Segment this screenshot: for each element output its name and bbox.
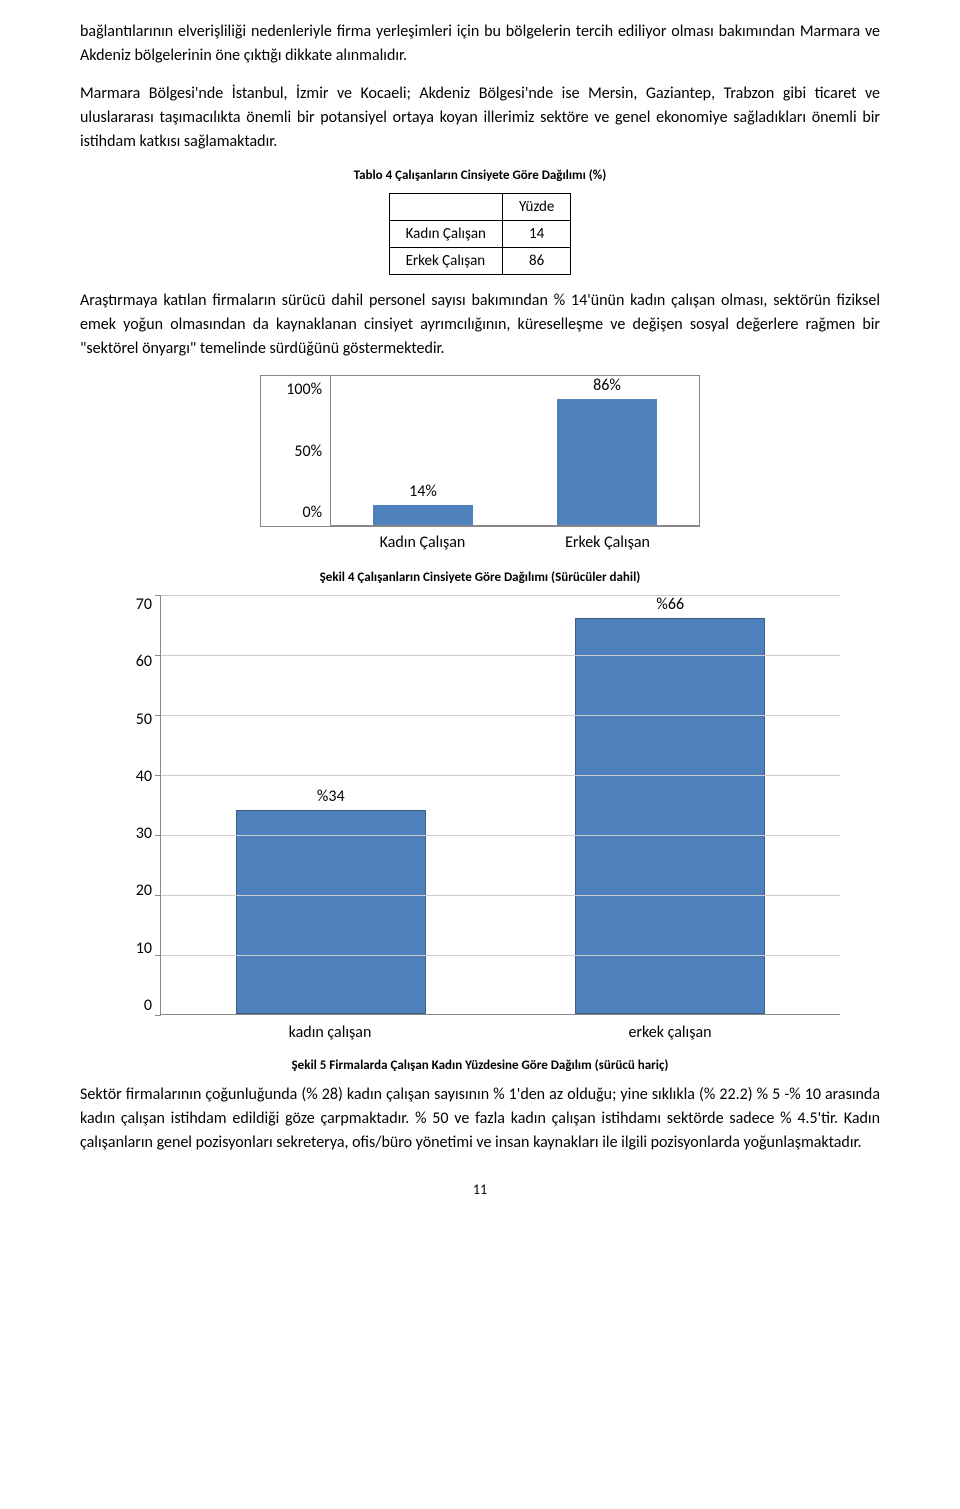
- chart2-col-0: %34: [161, 595, 501, 1014]
- chart1-xaxis: Kadın ÇalışanErkek Çalışan: [260, 527, 700, 552]
- chart2-ytick-4: 30: [136, 824, 152, 843]
- table4-empty-header: [389, 194, 502, 221]
- chart1-ytick-2: 0%: [302, 503, 322, 522]
- chart2: 70 60 50 40 30 20 10 0 %34 %66 kadın çalışanerke…: [120, 595, 840, 1042]
- chart2-ytick-7: 0: [144, 996, 152, 1015]
- paragraph-4: Sektör firmalarının çoğunluğunda (% 28) …: [80, 1083, 880, 1155]
- chart1-xlabel-0: Kadın Çalışan: [330, 527, 515, 552]
- table4-row0-label: Kadın Çalışan: [389, 221, 502, 248]
- chart2-xlabel-1: erkek çalışan: [500, 1015, 840, 1042]
- chart1-ytick-1: 50%: [294, 442, 322, 461]
- chart2-xaxis: kadın çalışanerkek çalışan: [120, 1015, 840, 1042]
- chart2-tick: [155, 775, 161, 776]
- page-number: 11: [80, 1181, 880, 1198]
- table4-header-yuzde: Yüzde: [502, 194, 570, 221]
- table4: Yüzde Kadın Çalışan 14 Erkek Çalışan 86: [389, 193, 572, 275]
- chart2-gridline: [161, 835, 840, 836]
- paragraph-2: Marmara Bölgesi'nde İstanbul, İzmir ve K…: [80, 82, 880, 154]
- chart2-bar-0: [236, 810, 426, 1014]
- table4-caption: Tablo 4 Çalışanların Cinsiyete Göre Dağı…: [80, 168, 880, 183]
- chart2-tick: [155, 895, 161, 896]
- chart2-tick: [155, 955, 161, 956]
- paragraph-3: Araştırmaya katılan firmaların sürücü da…: [80, 289, 880, 361]
- chart1-xlabel-1: Erkek Çalışan: [515, 527, 700, 552]
- chart2-ytick-1: 60: [136, 652, 152, 671]
- chart1-bar-value-0: 14%: [409, 482, 437, 501]
- paragraph-1: bağlantılarının elverişliliği nedenleriy…: [80, 20, 880, 68]
- chart2-ytick-0: 70: [136, 595, 152, 614]
- chart2-caption: Şekil 5 Firmalarda Çalışan Kadın Yüzdesi…: [80, 1058, 880, 1073]
- chart2-gridline: [161, 775, 840, 776]
- chart2-ytick-6: 10: [136, 939, 152, 958]
- table4-row0-value: 14: [502, 221, 570, 248]
- chart2-plot: %34 %66: [160, 595, 840, 1015]
- chart2-bar-value-0: %34: [317, 787, 345, 806]
- chart1-yaxis: 100% 50% 0%: [261, 376, 331, 526]
- chart1-col-1: 86%: [515, 376, 699, 525]
- chart2-tick: [155, 715, 161, 716]
- chart2-ytick-3: 40: [136, 767, 152, 786]
- chart2-yaxis: 70 60 50 40 30 20 10 0: [120, 595, 160, 1015]
- chart1-ytick-0: 100%: [286, 380, 322, 399]
- chart2-gridline: [161, 595, 840, 596]
- chart2-gridline: [161, 655, 840, 656]
- chart1: 100% 50% 0% 14% 86% Kadın ÇalışanErkek Ça…: [260, 375, 700, 552]
- chart2-xlabel-0: kadın çalışan: [160, 1015, 500, 1042]
- chart1-caption: Şekil 4 Çalışanların Cinsiyete Göre Dağı…: [80, 570, 880, 585]
- chart1-bar-value-1: 86%: [593, 376, 621, 395]
- chart2-gridline: [161, 715, 840, 716]
- chart1-bar-0: [373, 505, 473, 525]
- chart1-plot: 14% 86%: [331, 376, 699, 526]
- chart2-tick: [155, 835, 161, 836]
- chart2-tick: [155, 595, 161, 596]
- chart2-bar-value-1: %66: [656, 595, 684, 614]
- chart1-bar-1: [557, 399, 657, 525]
- chart2-ytick-5: 20: [136, 881, 152, 900]
- chart2-gridline: [161, 955, 840, 956]
- table4-row1-value: 86: [502, 248, 570, 275]
- chart2-ytick-2: 50: [136, 710, 152, 729]
- table-row: Erkek Çalışan 86: [389, 248, 571, 275]
- chart2-tick: [155, 1015, 161, 1016]
- chart1-col-0: 14%: [331, 376, 515, 525]
- chart2-tick: [155, 655, 161, 656]
- chart2-col-1: %66: [501, 595, 841, 1014]
- table4-row1-label: Erkek Çalışan: [389, 248, 502, 275]
- table-row: Kadın Çalışan 14: [389, 221, 571, 248]
- chart2-bars: %34 %66: [161, 595, 840, 1014]
- chart2-gridline: [161, 895, 840, 896]
